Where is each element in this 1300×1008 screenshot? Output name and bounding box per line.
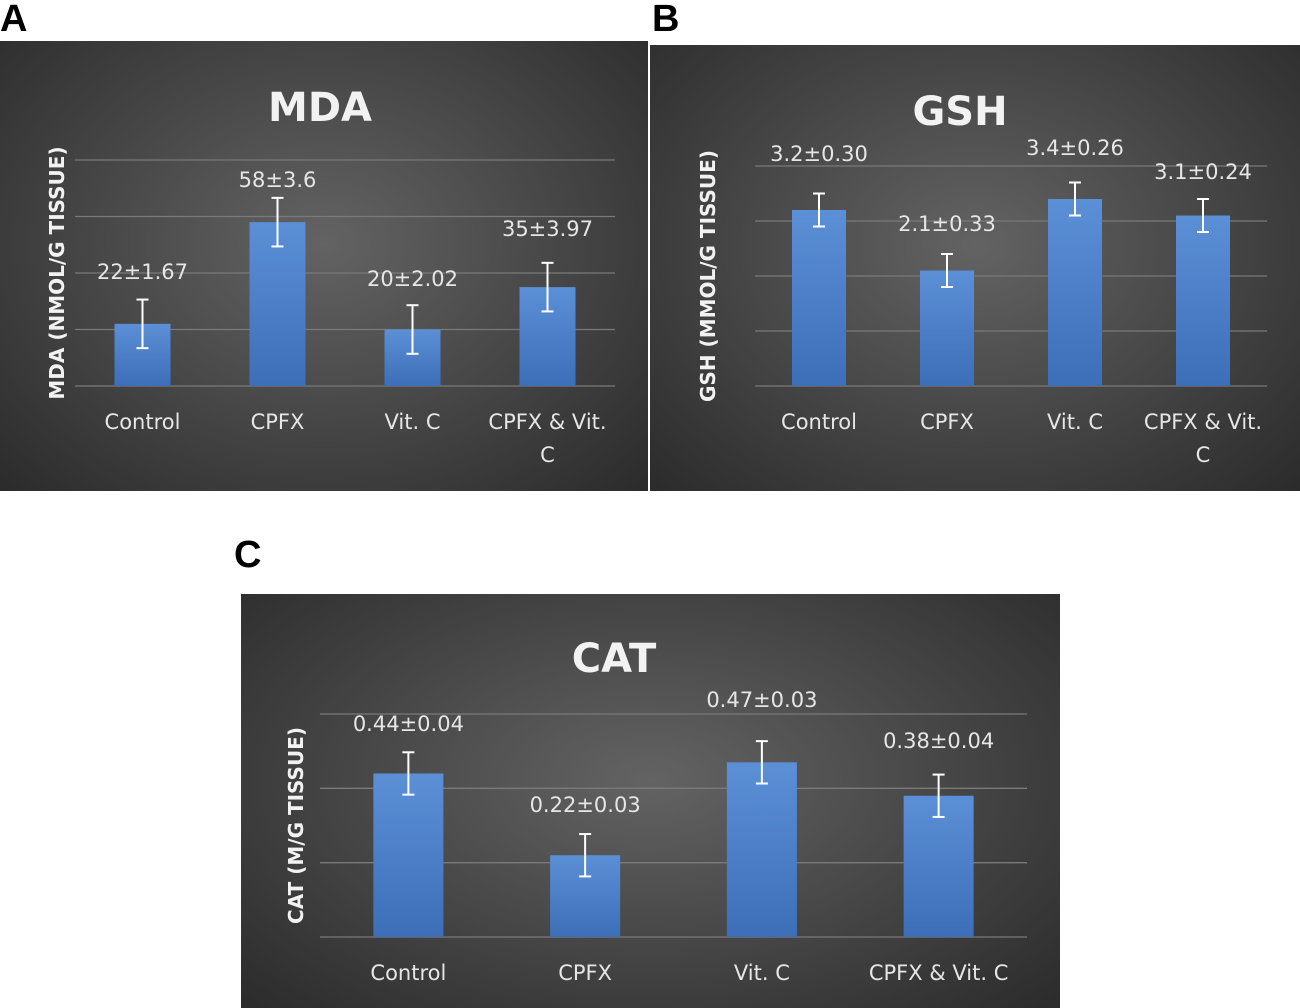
error-bar [271,196,284,248]
panel-letter-c: C [234,534,262,576]
error-bar [541,261,554,313]
category-label: CPFX [920,410,974,434]
bar-vit-c [726,762,797,937]
chart-svg: MDA MDA (NMOL/G TISSUE) 22±1.67 Control 58±3… [45,85,615,467]
category-label: CPFX [558,961,612,985]
category-label: Vit. C [385,410,441,434]
gsh-chart: GSH GSH (MMOL/G TISSUE) 3.2±0.30 Control 2.1… [650,45,1300,491]
mda-chart: MDA MDA (NMOL/G TISSUE) 22±1.67 Control 58±3… [0,41,648,491]
error-bar [402,751,415,796]
bar-control [792,210,846,386]
chart-svg: GSH GSH (MMOL/G TISSUE) 3.2±0.30 Control 2.1… [696,89,1267,467]
panel-letter-a: A [0,0,28,40]
data-label: 3.4±0.26 [1026,136,1124,160]
category-label: Control [781,410,857,434]
panel-letter-b: B [652,0,680,40]
data-label: 22±1.67 [97,260,188,284]
error-bar [1197,198,1209,233]
chart-title: GSH [912,89,1007,135]
y-axis-label: CAT (M/G TISSUE) [284,727,308,924]
y-axis-label: GSH (MMOL/G TISSUE) [696,150,720,402]
category-label: Control [370,961,446,985]
data-label: 0.38±0.04 [883,729,994,753]
y-axis-label: MDA (NMOL/G TISSUE) [45,146,69,399]
error-bar [406,304,419,355]
cat-chart: CAT CAT (M/G TISSUE) 0.44±0.04 Control 0.22±… [241,594,1060,1008]
data-label: 0.47±0.03 [706,688,817,712]
bar-cpfx [249,222,306,386]
category-label: CPFX & Vit. C [1144,410,1262,467]
error-bar [932,773,945,818]
error-bar [755,740,768,785]
chart-svg: CAT CAT (M/G TISSUE) 0.44±0.04 Control 0.22±… [284,636,1027,985]
data-label: 0.44±0.04 [353,712,464,736]
category-label: CPFX & Vit. C [869,961,1009,985]
category-label: Vit. C [1047,410,1103,434]
data-label: 58±3.6 [239,168,317,192]
bar-cpfx-vit-c [903,795,974,937]
chart-title: MDA [268,85,372,131]
category-label: CPFX [251,410,305,434]
chart-title: CAT [572,636,657,682]
data-label: 3.1±0.24 [1154,160,1252,184]
data-label: 0.22±0.03 [530,793,641,817]
bar-control [373,773,444,937]
data-label: 20±2.02 [367,267,458,291]
error-bar [579,833,592,878]
bar-cpfx-vit-c [1176,215,1230,386]
category-label: Control [105,410,181,434]
error-bar [941,253,953,288]
category-label: CPFX & Vit. C [488,410,606,467]
error-bar [813,192,825,228]
bar-vit-c [1048,199,1102,386]
error-bar [1069,181,1081,217]
data-label: 35±3.97 [502,217,593,241]
bar-cpfx [920,270,974,386]
error-bar [136,298,149,350]
category-label: Vit. C [734,961,790,985]
data-label: 2.1±0.33 [898,212,996,236]
data-label: 3.2±0.30 [770,142,868,166]
